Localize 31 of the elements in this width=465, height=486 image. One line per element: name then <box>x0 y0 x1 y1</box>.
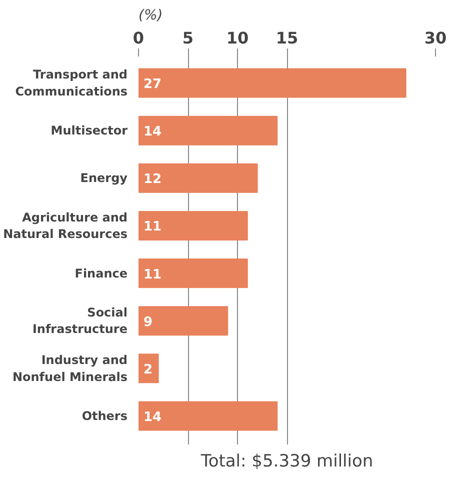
bar <box>138 258 248 288</box>
data-label: 9 <box>144 314 153 330</box>
y-tick-label: Social Infrastructure <box>32 305 128 336</box>
y-tick-label: Energy <box>80 171 128 186</box>
y-tick-label: Finance <box>74 266 128 280</box>
bar <box>138 306 228 336</box>
data-label: 14 <box>144 124 162 140</box>
data-label: 12 <box>144 172 162 188</box>
y-tick-label: Agriculture and Natural Resources <box>3 210 128 242</box>
x-tick-label: 30 <box>424 28 447 48</box>
x-tick-label: 0 <box>132 28 144 48</box>
x-tick-label: 5 <box>182 28 194 48</box>
data-label: 27 <box>144 77 162 92</box>
text: Total: $5.339 million <box>200 452 374 472</box>
y-tick-label: Others <box>82 408 128 423</box>
x-tick-label: 10 <box>226 28 249 48</box>
bar <box>138 354 159 384</box>
bar <box>138 68 406 98</box>
x-axis-title: (%) <box>138 8 163 24</box>
bar <box>138 401 278 431</box>
y-tick-label: Industry and Nonfuel Minerals <box>12 353 128 384</box>
y-tick-label: Multisector <box>50 124 128 138</box>
bar <box>138 210 248 240</box>
bar <box>138 163 258 193</box>
data-label: 11 <box>144 220 162 235</box>
bar <box>138 116 278 146</box>
data-label: 14 <box>144 410 162 425</box>
data-label: 11 <box>144 267 162 282</box>
x-tick-label: 15 <box>276 28 298 48</box>
y-tick-label: Transport and Communications <box>15 68 128 98</box>
data-label: 2 <box>144 362 153 378</box>
